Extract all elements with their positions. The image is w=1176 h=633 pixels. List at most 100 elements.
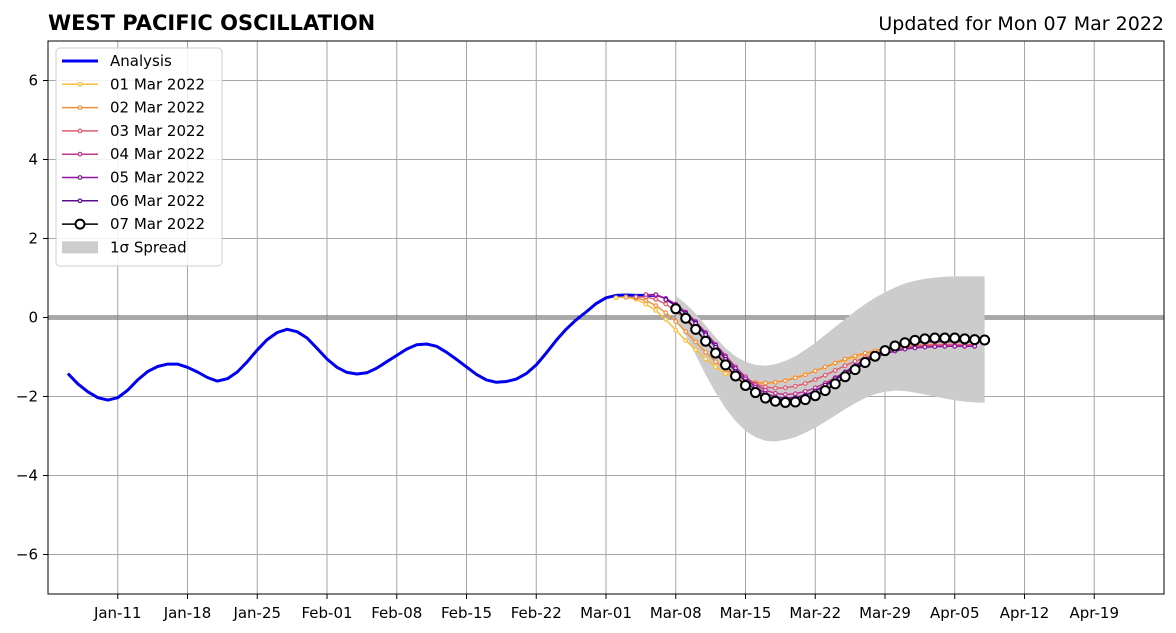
forecast-point — [802, 372, 808, 378]
x-tick-label: Apr-12 — [1000, 604, 1050, 622]
latest-point — [799, 394, 811, 406]
forecast-point — [912, 345, 918, 351]
y-tick-label: 4 — [28, 151, 38, 169]
legend-label: 04 Mar 2022 — [110, 145, 205, 163]
forecast-point — [683, 329, 689, 335]
forecast-point — [663, 301, 669, 307]
latest-point — [700, 335, 712, 347]
latest-point — [740, 379, 751, 391]
forecast-point — [822, 364, 828, 370]
forecast-point — [683, 338, 689, 343]
legend-marker — [77, 128, 83, 134]
forecast-point — [693, 339, 699, 345]
forecast-point — [673, 319, 679, 324]
forecast-point — [792, 375, 798, 381]
spread-band — [675, 276, 985, 442]
latest-point — [720, 359, 732, 371]
latest-point — [849, 364, 861, 376]
forecast-point — [862, 350, 868, 356]
forecast-point — [703, 356, 709, 362]
x-tick-label: Mar-15 — [720, 604, 772, 622]
latest-point — [869, 350, 881, 362]
legend-label: 05 Mar 2022 — [110, 169, 205, 187]
forecast-point — [633, 294, 639, 300]
forecast-point — [792, 383, 798, 389]
x-tick-label: Mar-29 — [859, 604, 911, 622]
latest-point — [819, 385, 831, 397]
forecast-point — [852, 353, 858, 359]
forecast-point — [663, 317, 669, 322]
chart-title: WEST PACIFIC OSCILLATION — [48, 11, 375, 35]
legend-marker — [74, 218, 86, 230]
latest-point — [710, 347, 722, 359]
forecast-point — [663, 310, 669, 316]
x-tick-label: Mar-08 — [650, 604, 702, 622]
forecast-point — [952, 343, 958, 349]
forecast-point — [962, 343, 968, 349]
chart-subtitle: Updated for Mon 07 Mar 2022 — [878, 13, 1164, 35]
forecast-point — [723, 371, 728, 376]
latest-point — [859, 357, 871, 369]
latest-point — [749, 387, 761, 399]
latest-point — [789, 396, 801, 408]
legend-label: 03 Mar 2022 — [110, 122, 205, 140]
legend-swatch — [62, 241, 98, 254]
latest-point — [680, 312, 692, 324]
x-tick-label: Feb-08 — [371, 604, 422, 622]
x-tick-label: Jan-18 — [163, 604, 212, 622]
x-tick-label: Apr-05 — [930, 604, 980, 622]
legend-marker — [77, 105, 83, 110]
latest-forecast-series — [670, 303, 991, 408]
y-tick-label: −6 — [16, 546, 38, 564]
y-tick-label: −2 — [16, 388, 38, 406]
x-tick-label: Mar-01 — [580, 604, 632, 622]
forecast-point — [703, 349, 709, 355]
latest-point — [939, 332, 951, 344]
forecast-point — [782, 385, 788, 391]
latest-point — [909, 334, 921, 346]
forecast-point — [673, 327, 679, 333]
forecast-point — [663, 297, 669, 303]
x-tick-label: Feb-15 — [441, 604, 492, 622]
latest-point — [949, 332, 961, 344]
forecast-point — [693, 347, 699, 353]
latest-point — [969, 334, 981, 346]
forecast-point — [812, 377, 818, 382]
latest-point — [809, 390, 821, 402]
forecast-point — [782, 378, 788, 384]
latest-point — [829, 378, 841, 390]
y-tick-label: 0 — [28, 309, 38, 327]
x-tick-label: Feb-22 — [511, 604, 562, 622]
latest-point — [670, 303, 682, 315]
latest-point — [879, 345, 891, 357]
legend-label: 06 Mar 2022 — [110, 192, 205, 210]
forecast-point — [842, 356, 848, 362]
latest-point — [779, 396, 791, 408]
forecast-point — [653, 307, 659, 313]
legend-label: 02 Mar 2022 — [110, 99, 205, 117]
latest-point — [730, 370, 742, 382]
x-tick-label: Apr-19 — [1070, 604, 1120, 622]
forecast-point — [643, 292, 649, 297]
forecast-point — [832, 368, 838, 373]
y-tick-label: −4 — [16, 467, 38, 485]
forecast-point — [623, 294, 629, 300]
forecast-point — [653, 296, 659, 302]
y-tick-label: 6 — [28, 72, 38, 90]
forecast-point — [942, 343, 948, 349]
legend-label: 01 Mar 2022 — [110, 75, 205, 93]
forecast-point — [763, 380, 768, 386]
forecast-point — [922, 344, 928, 350]
latest-point — [959, 333, 971, 345]
legend-label: Analysis — [110, 52, 172, 70]
latest-point — [759, 392, 771, 404]
forecast-point — [713, 364, 719, 370]
x-tick-label: Jan-25 — [232, 604, 281, 622]
forecast-point — [653, 292, 659, 297]
latest-point — [899, 337, 911, 349]
forecast-point — [822, 372, 828, 378]
latest-point — [889, 340, 901, 352]
x-axis: Jan-11 Jan-18 Jan-25 Feb-01 Feb-08 Feb-15 Feb-… — [93, 594, 1119, 622]
legend-label: 1σ Spread — [110, 238, 187, 256]
